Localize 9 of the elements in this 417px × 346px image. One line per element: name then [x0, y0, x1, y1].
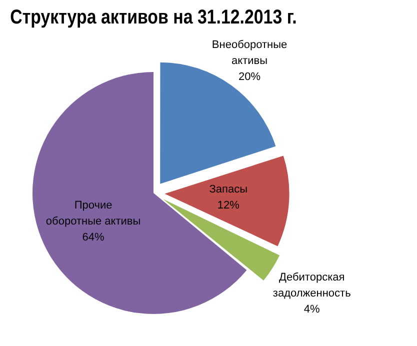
chart-title: Структура активов на 31.12.2013 г. — [10, 5, 297, 28]
data-label: 4% — [304, 304, 320, 316]
slice-label: Запасы — [209, 184, 248, 196]
slice-label: Дебиторская задолженность — [272, 272, 352, 300]
data-label: 20% — [238, 70, 261, 83]
slice-label: Прочие оборотные активы — [46, 199, 141, 228]
data-label: 12% — [217, 200, 240, 212]
data-label: 64% — [82, 231, 105, 244]
slice-label: Внеоборотные активы — [212, 38, 288, 67]
